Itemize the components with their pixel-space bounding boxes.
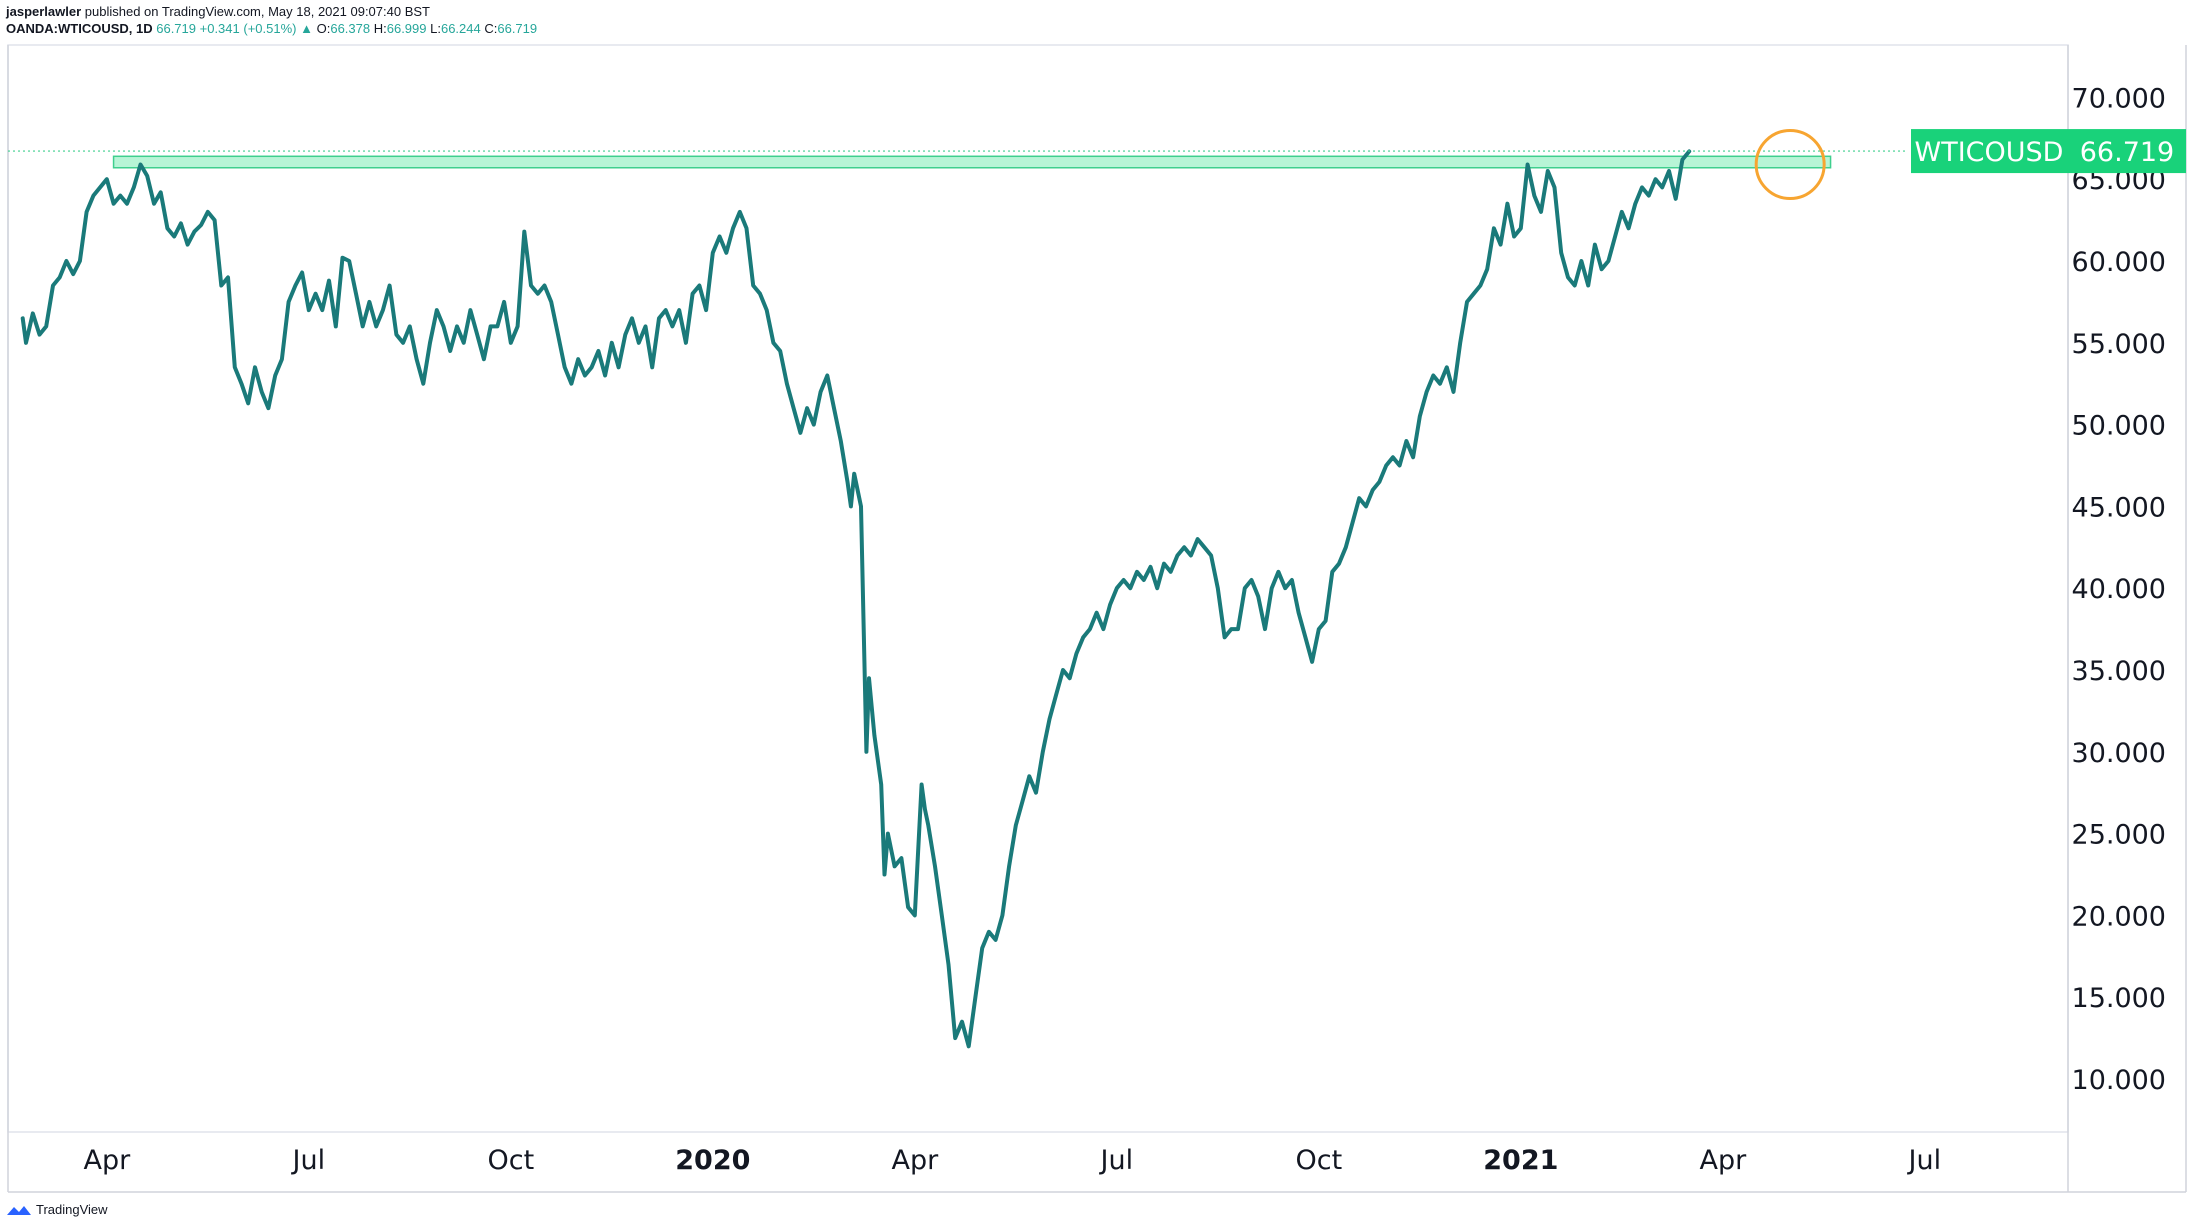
last-value: 66.719	[156, 21, 196, 36]
low-value: 66.244	[440, 21, 481, 36]
tradingview-logo-icon	[7, 1205, 31, 1215]
annotations: WTICOUSD 66.719	[8, 128, 2186, 200]
time-tick-label: 2020	[675, 1145, 750, 1176]
time-tick-label: Jul	[1907, 1145, 1942, 1176]
symbol-tag-bg	[1911, 129, 2068, 174]
price-axis[interactable]: 70.00065.00060.00055.00050.00045.00040.0…	[2072, 83, 2166, 1096]
price-tick-label: 50.000	[2072, 411, 2166, 442]
time-tick-label: Jul	[291, 1145, 326, 1176]
time-tick-label: Oct	[1295, 1145, 1342, 1176]
highlight-circle	[1754, 128, 1826, 200]
time-axis[interactable]: Apr Jul Oct 2020 Apr Jul Oct 2021 Apr Jul	[83, 1145, 1941, 1176]
time-tick-label: Oct	[487, 1145, 534, 1176]
footer: TradingView	[6, 1202, 108, 1217]
price-tick-label: 25.000	[2072, 820, 2166, 851]
open-value: 66.378	[330, 21, 371, 36]
author-name[interactable]: jasperlawler	[6, 4, 82, 19]
price-series	[20, 149, 1692, 1049]
low-label: L:	[430, 21, 441, 36]
time-tick-label: 2021	[1483, 1145, 1558, 1176]
change-value: +0.341 (+0.51%)	[199, 21, 297, 36]
publish-info: jasperlawler published on TradingView.co…	[6, 4, 430, 20]
price-tick-label: 70.000	[2072, 83, 2166, 114]
last-price-tag-bg	[2068, 129, 2186, 174]
close-value: 66.719	[497, 21, 538, 36]
high-value: 66.999	[386, 21, 427, 36]
up-arrow-icon: ▲	[300, 21, 313, 36]
high-label: H:	[373, 21, 387, 36]
last-price-tag-label: 66.719	[2080, 137, 2174, 168]
time-tick-label: Jul	[1099, 1145, 1134, 1176]
price-tick-label: 30.000	[2072, 738, 2166, 769]
plot-border	[7, 44, 2069, 1133]
resistance-zone[interactable]	[112, 155, 1832, 169]
price-tick-label: 60.000	[2072, 247, 2166, 278]
price-tick-label: 55.000	[2072, 329, 2166, 360]
price-line	[20, 149, 1692, 1049]
price-tick-label: 20.000	[2072, 901, 2166, 932]
time-tick-label: Apr	[83, 1145, 131, 1176]
price-tick-label: 40.000	[2072, 574, 2166, 605]
symbol-tag-label: WTICOUSD	[1915, 137, 2064, 168]
brand-label[interactable]: TradingView	[36, 1202, 108, 1217]
symbol-info: OANDA:WTICOUSD, 1D 66.719 +0.341 (+0.51%…	[6, 21, 537, 37]
symbol-label: OANDA:WTICOUSD, 1D	[6, 21, 153, 36]
chart-frame	[7, 44, 2187, 1193]
price-tick-label: 10.000	[2072, 1065, 2166, 1096]
price-tick-label: 15.000	[2072, 983, 2166, 1014]
time-tick-label: Apr	[891, 1145, 939, 1176]
open-label: O:	[316, 21, 331, 36]
price-tick-label: 45.000	[2072, 492, 2166, 523]
close-label: C:	[484, 21, 498, 36]
published-text: published on TradingView.com, May 18, 20…	[84, 4, 430, 19]
time-tick-label: Apr	[1699, 1145, 1747, 1176]
price-tick-label: 35.000	[2072, 656, 2166, 687]
resistance-zone-rect[interactable]	[112, 155, 1832, 169]
